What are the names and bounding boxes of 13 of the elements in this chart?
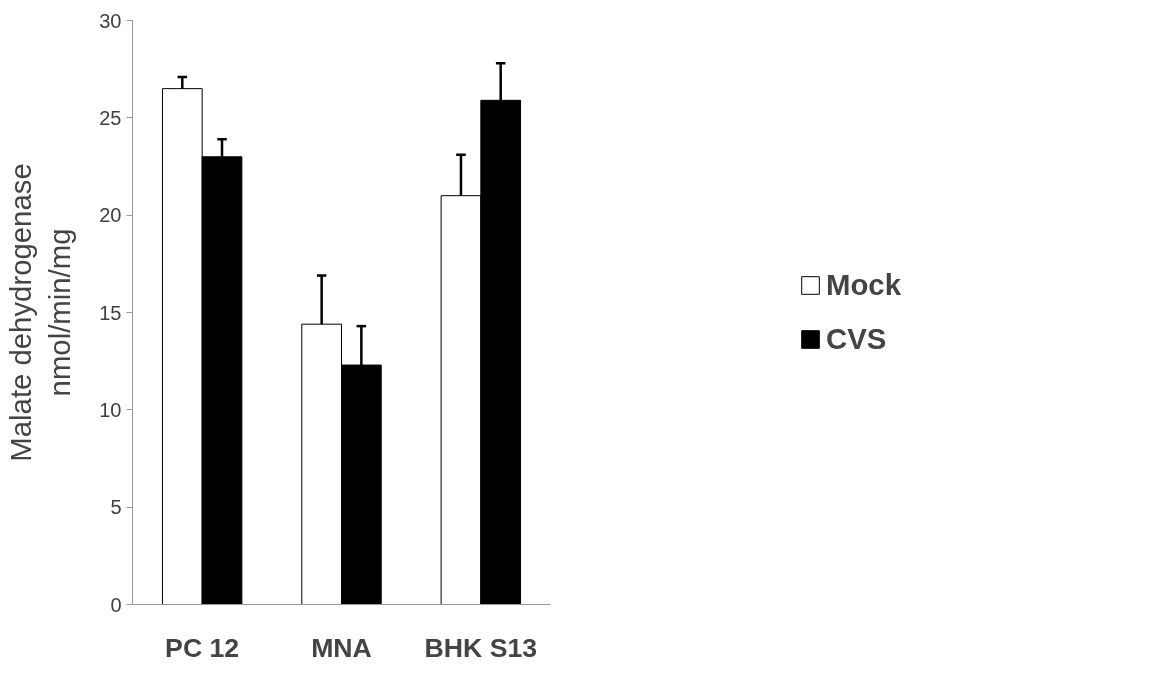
x-tick-label: MNA — [311, 632, 372, 663]
y-tick-label: 10 — [99, 398, 122, 421]
y-tick-label: 15 — [99, 301, 122, 324]
y-tick-label: 30 — [99, 9, 122, 32]
x-tick-label: PC 12 — [165, 632, 240, 663]
y-tick-label: 20 — [99, 204, 122, 227]
legend-label: CVS — [826, 322, 887, 356]
x-tick-label: BHK S13 — [424, 632, 538, 663]
y-tick-label: 0 — [110, 593, 122, 616]
y-tick-label: 5 — [110, 496, 122, 519]
legend-label: Mock — [826, 268, 901, 302]
y-tick-label: 25 — [99, 106, 122, 129]
y-axis-title: Malate dehydrogenase nmol/min/mg — [3, 163, 77, 462]
